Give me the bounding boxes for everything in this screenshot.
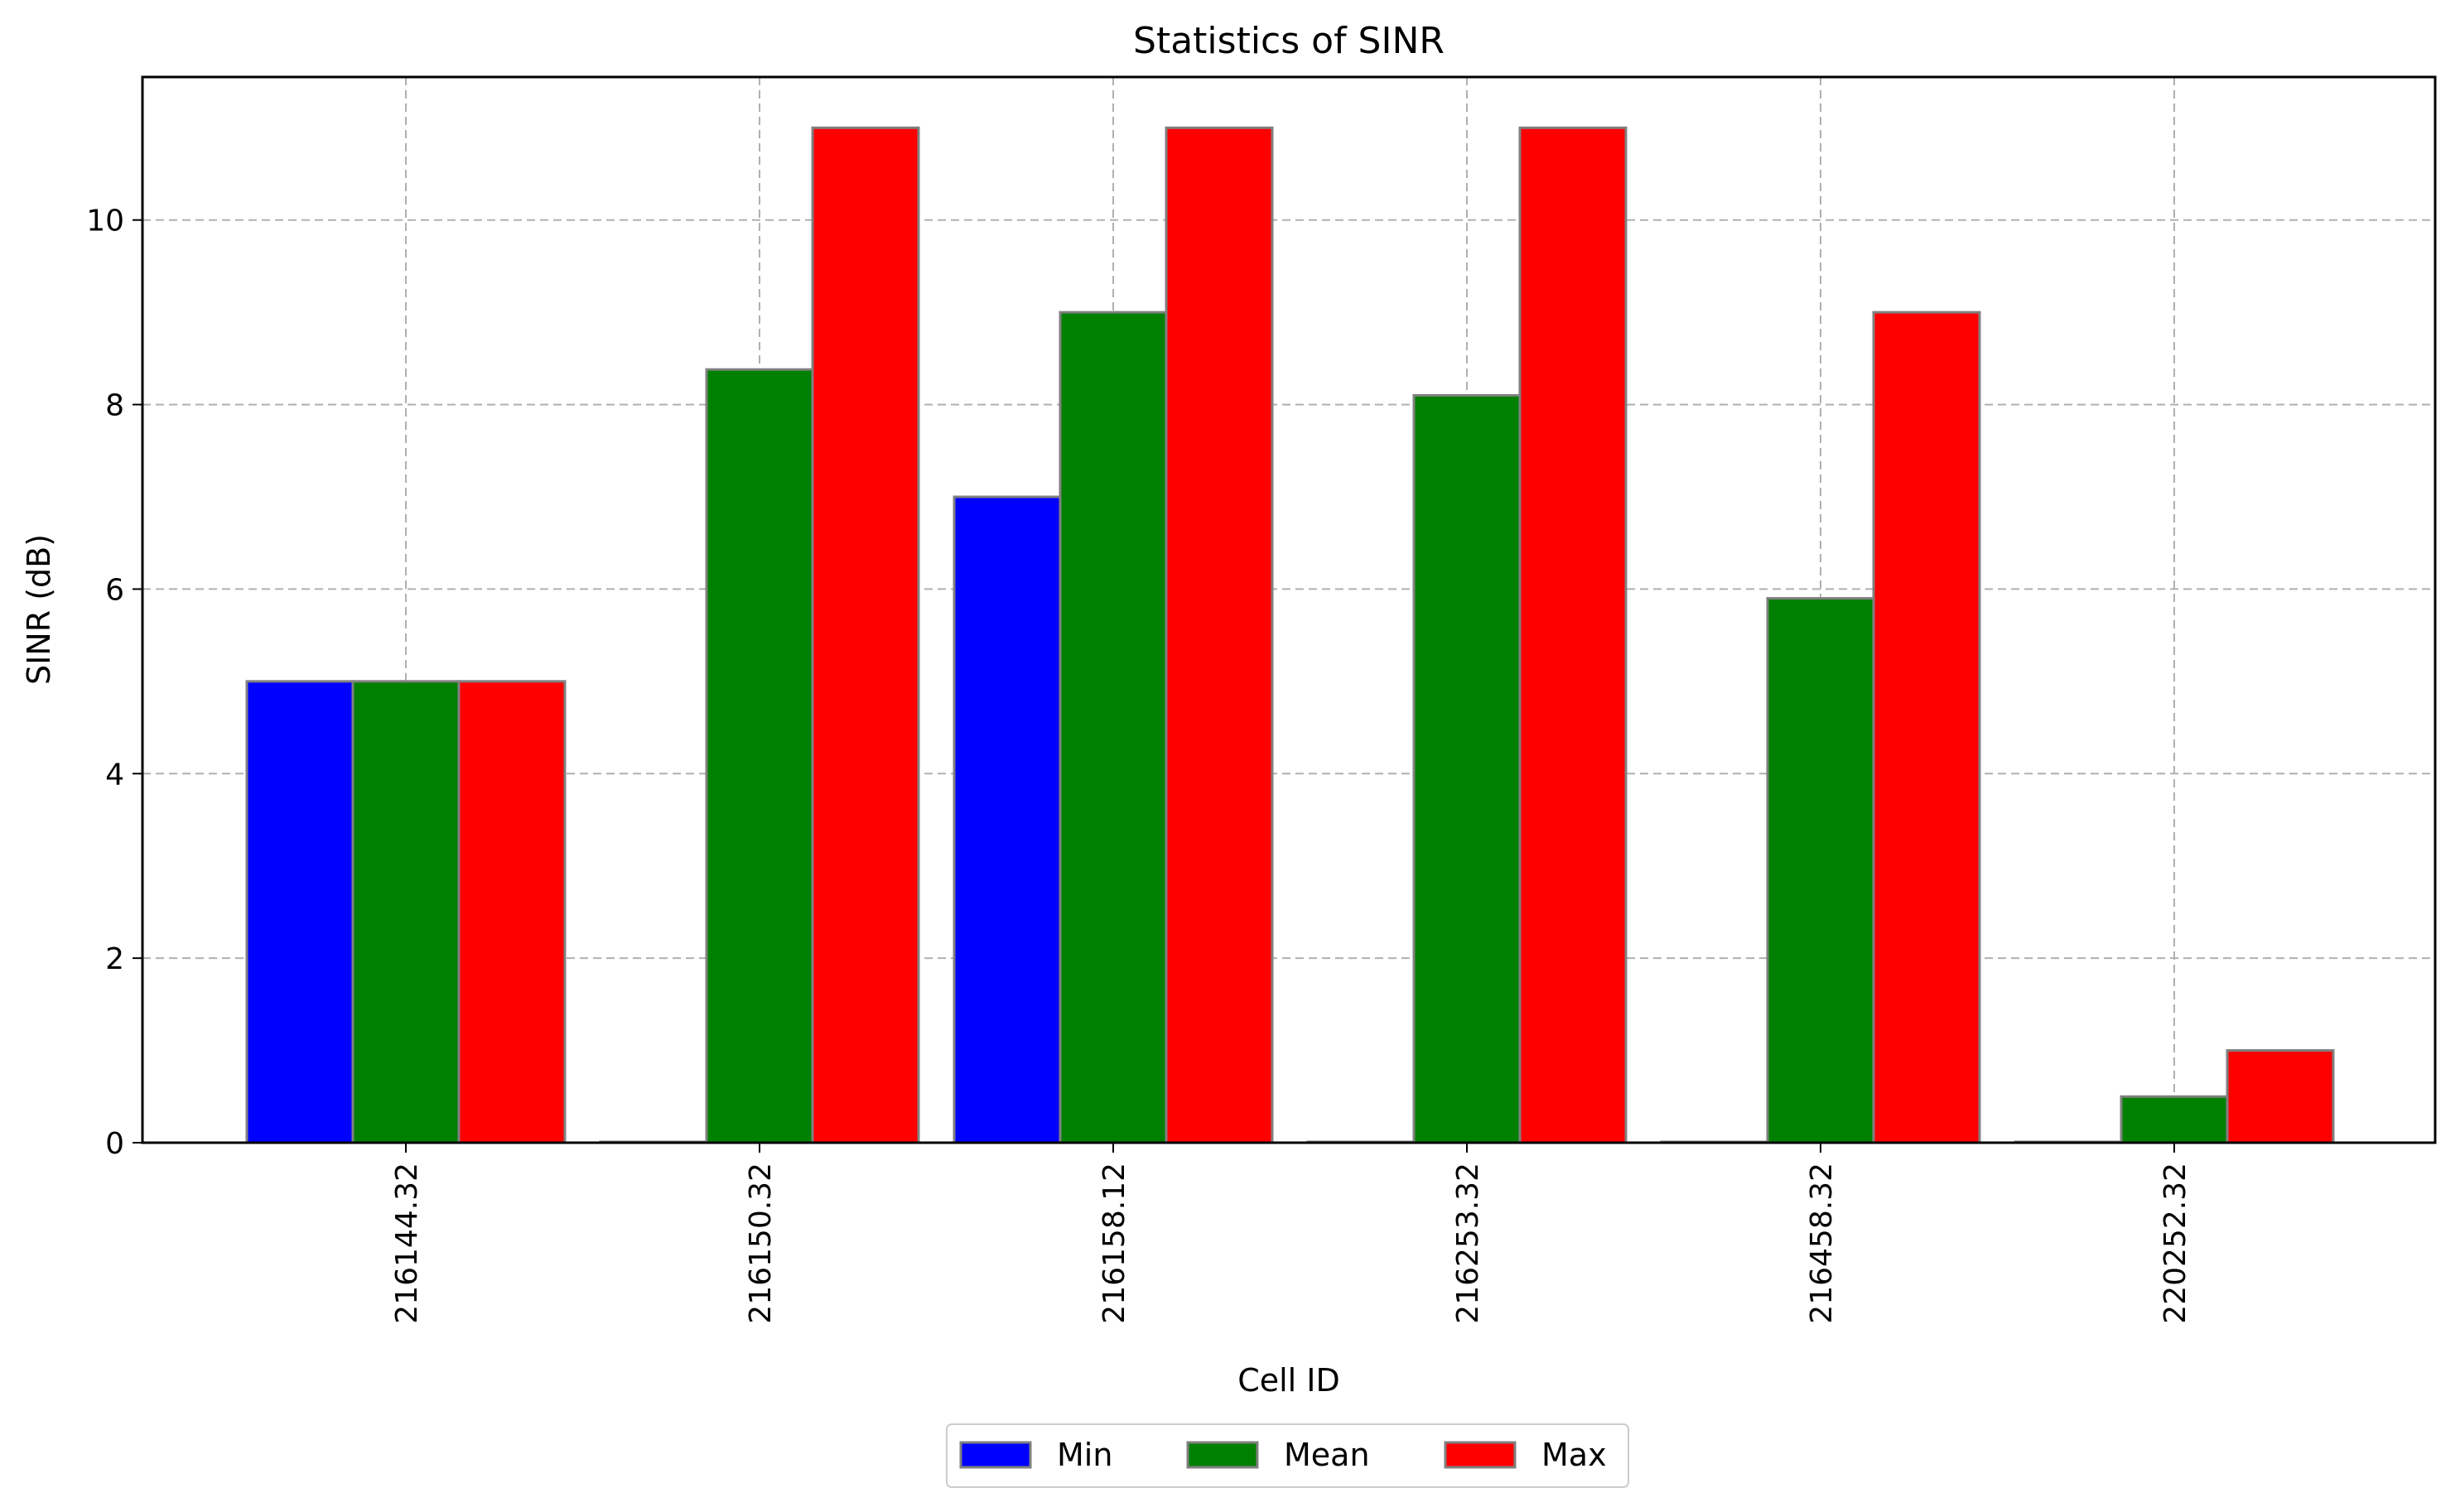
bar-max-216144.32	[457, 680, 567, 1144]
bar-max-216150.32	[811, 126, 920, 1144]
legend-label-max: Max	[1541, 1437, 1607, 1473]
y-tick-label: 10	[86, 205, 124, 238]
bar-mean-220252.32	[2120, 1095, 2229, 1144]
bar-mean-216150.32	[705, 368, 814, 1144]
y-tick-label: 0	[105, 1127, 124, 1161]
bar-max-220252.32	[2226, 1049, 2335, 1144]
x-axis-ticks: 216144.32 216150.32 216158.12 216253.32 2164…	[390, 1143, 2192, 1324]
y-axis-label: SINR (dB)	[21, 534, 57, 685]
legend-swatch-mean	[1186, 1441, 1259, 1469]
x-tick-label: 216158.12	[1097, 1163, 1131, 1324]
y-tick-label: 6	[105, 573, 124, 607]
legend-swatch-max	[1444, 1441, 1517, 1469]
chart-title: Statistics of SINR	[1133, 20, 1445, 62]
y-tick-label: 8	[105, 389, 124, 423]
bar-mean-216158.12	[1059, 311, 1168, 1144]
y-axis-ticks: 0 2 4 6 8 10	[86, 205, 142, 1161]
bar-max-216458.32	[1872, 311, 1981, 1144]
x-axis-label: Cell ID	[1237, 1362, 1340, 1399]
legend-label-min: Min	[1057, 1437, 1112, 1473]
bar-mean-216144.32	[351, 680, 461, 1144]
bar-mean-216458.32	[1766, 597, 1875, 1144]
legend-box	[946, 1423, 1629, 1488]
bar-max-216253.32	[1518, 126, 1628, 1144]
bars	[245, 126, 2335, 1144]
bar-max-216158.12	[1165, 126, 1274, 1144]
legend: Min Mean Max	[946, 1423, 1629, 1488]
bar-min-216144.32	[245, 680, 355, 1144]
x-tick-label: 216150.32	[744, 1163, 778, 1324]
x-tick-label: 216458.32	[1805, 1163, 1839, 1324]
y-tick-label: 2	[105, 942, 124, 976]
x-tick-label: 220252.32	[2159, 1163, 2192, 1324]
legend-label-mean: Mean	[1284, 1437, 1370, 1473]
bar-mean-216253.32	[1412, 393, 1522, 1144]
legend-swatch-min	[959, 1441, 1032, 1469]
y-tick-label: 4	[105, 758, 124, 792]
x-tick-label: 216253.32	[1451, 1163, 1485, 1324]
x-tick-label: 216144.32	[390, 1163, 424, 1324]
bar-min-216158.12	[953, 495, 1062, 1144]
plot-frame	[141, 75, 2437, 1144]
